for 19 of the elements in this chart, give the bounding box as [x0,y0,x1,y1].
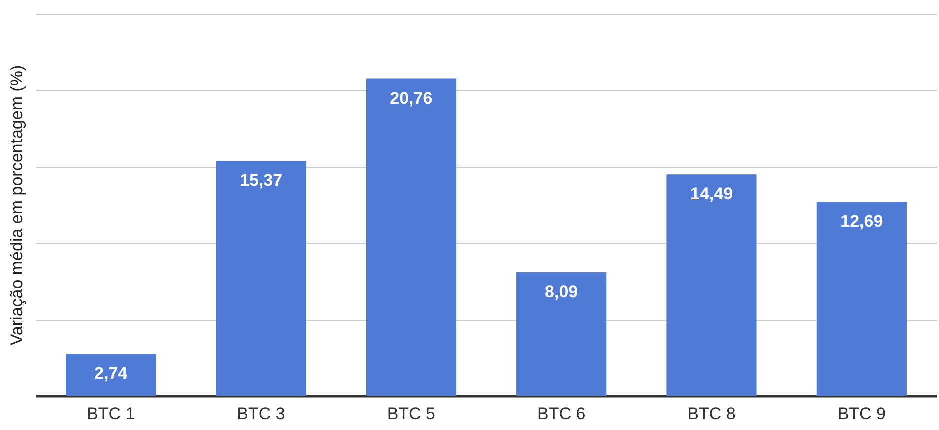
data-label: 14,49 [690,184,734,204]
x-tick-label: BTC 8 [688,404,736,424]
y-axis-title: Variação média em porcentagem (%) [8,65,26,346]
bar [66,354,156,396]
bar [516,272,607,396]
data-label: 2,74 [94,364,128,384]
x-tick-label: BTC 6 [537,404,586,424]
bar [216,161,306,396]
x-tick-label: BTC 1 [86,404,136,424]
bar [816,202,907,396]
data-label: 20,76 [390,88,433,108]
data-label: 8,09 [545,282,578,302]
x-tick-label: BTC 9 [838,404,886,424]
bar [666,174,757,396]
bar [366,78,456,396]
x-tick-label: BTC 5 [387,404,436,424]
data-label: 15,37 [240,171,283,190]
x-tick-label: BTC 3 [237,404,286,424]
data-label: 12,69 [840,212,884,232]
